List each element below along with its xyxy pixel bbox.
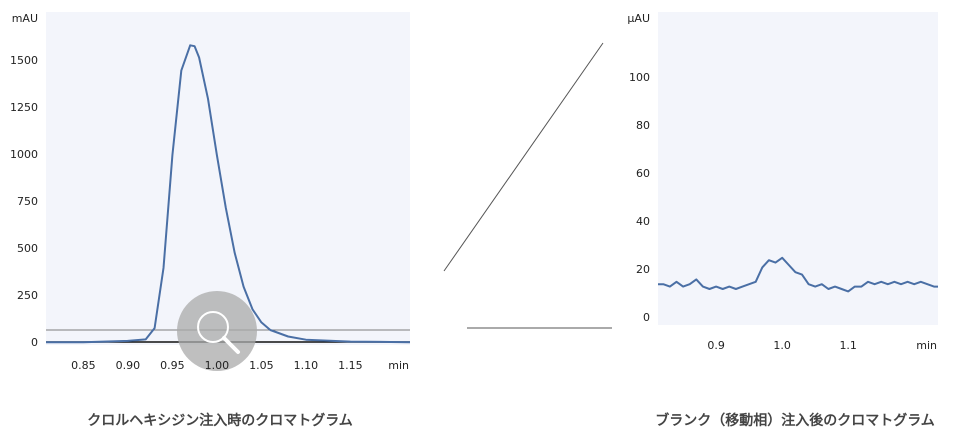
caption: クロルヘキシジン注入時のクロマトグラム [87,412,353,429]
y-tick-label: 1250 [10,101,38,114]
x-axis-unit: min [388,359,409,372]
y-tick-label: 100 [629,71,650,84]
x-tick-label: 0.95 [160,359,185,372]
x-tick-label: 0.90 [116,359,141,372]
x-axis-unit: min [916,339,937,352]
chromatogram-line [46,44,411,344]
y-tick-label: 0 [31,336,38,349]
y-tick-label: 20 [636,263,650,276]
caption: ブランク（移動相）注入後のクロマトグラム [655,412,935,429]
y-tick-label: 60 [636,167,650,180]
y-tick-label: 40 [636,215,650,228]
x-tick-label: 1.1 [839,339,857,352]
y-tick-label: 1500 [10,54,38,67]
y-axis-unit: mAU [12,12,38,25]
y-tick-label: 80 [636,119,650,132]
x-tick-label: 1.10 [294,359,319,372]
x-tick-label: 0.9 [707,339,725,352]
x-tick-label: 0.85 [71,359,96,372]
y-tick-label: 0 [643,311,650,324]
x-tick-label: 1.15 [338,359,363,372]
magnifier [177,291,257,371]
y-axis-unit: μAU [627,12,650,25]
plot-area [46,12,410,345]
x-tick-label: 1.0 [773,339,791,352]
plot-area [658,12,938,325]
y-tick-label: 250 [17,289,38,302]
y-tick-label: 750 [17,195,38,208]
zoom-connector [443,42,604,272]
x-tick-label: 1.05 [249,359,274,372]
chromatogram-line [658,256,938,293]
y-tick-label: 1000 [10,148,38,161]
x-tick-label: 1.00 [205,359,230,372]
y-tick-label: 500 [17,242,38,255]
